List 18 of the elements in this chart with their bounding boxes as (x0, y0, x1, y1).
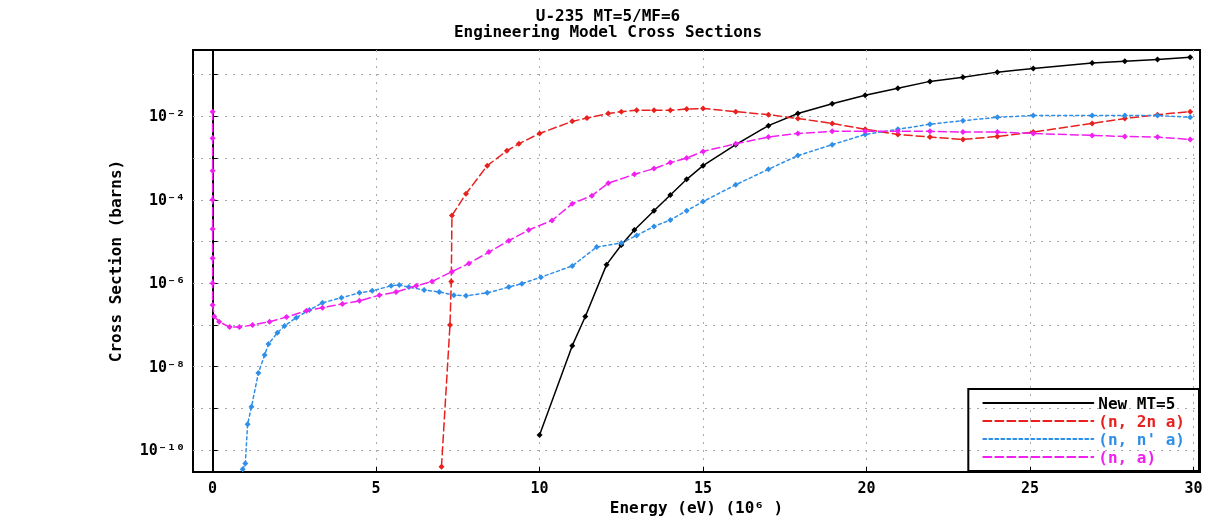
y-tick-label: 10⁻⁴ (148, 190, 185, 209)
x-tick-label: 0 (208, 478, 218, 497)
x-tick-label: 25 (1020, 478, 1040, 497)
y-tick-label: 10⁻⁶ (148, 274, 185, 293)
x-tick-label: 5 (371, 478, 381, 497)
text: (n, a) (1098, 447, 1157, 467)
x-tick-label: 20 (857, 478, 876, 497)
y-tick-label: 10⁻⁸ (148, 357, 185, 376)
text: (n, 2n a) (1098, 411, 1186, 431)
y-tick-label: 10⁻² (148, 107, 185, 126)
x-tick-label: 10 (530, 478, 549, 497)
x-axis-title: Energy (eV) (10⁶ ) (609, 498, 784, 518)
text: New MT=5 (1098, 393, 1176, 413)
text: (n, n' a) (1098, 429, 1186, 449)
x-tick-label: 15 (694, 478, 713, 497)
y-axis-title: Cross Section (barns) (105, 159, 125, 363)
y-tick-label: 10⁻¹⁰ (139, 441, 185, 460)
x-tick-label: 30 (1184, 478, 1203, 497)
